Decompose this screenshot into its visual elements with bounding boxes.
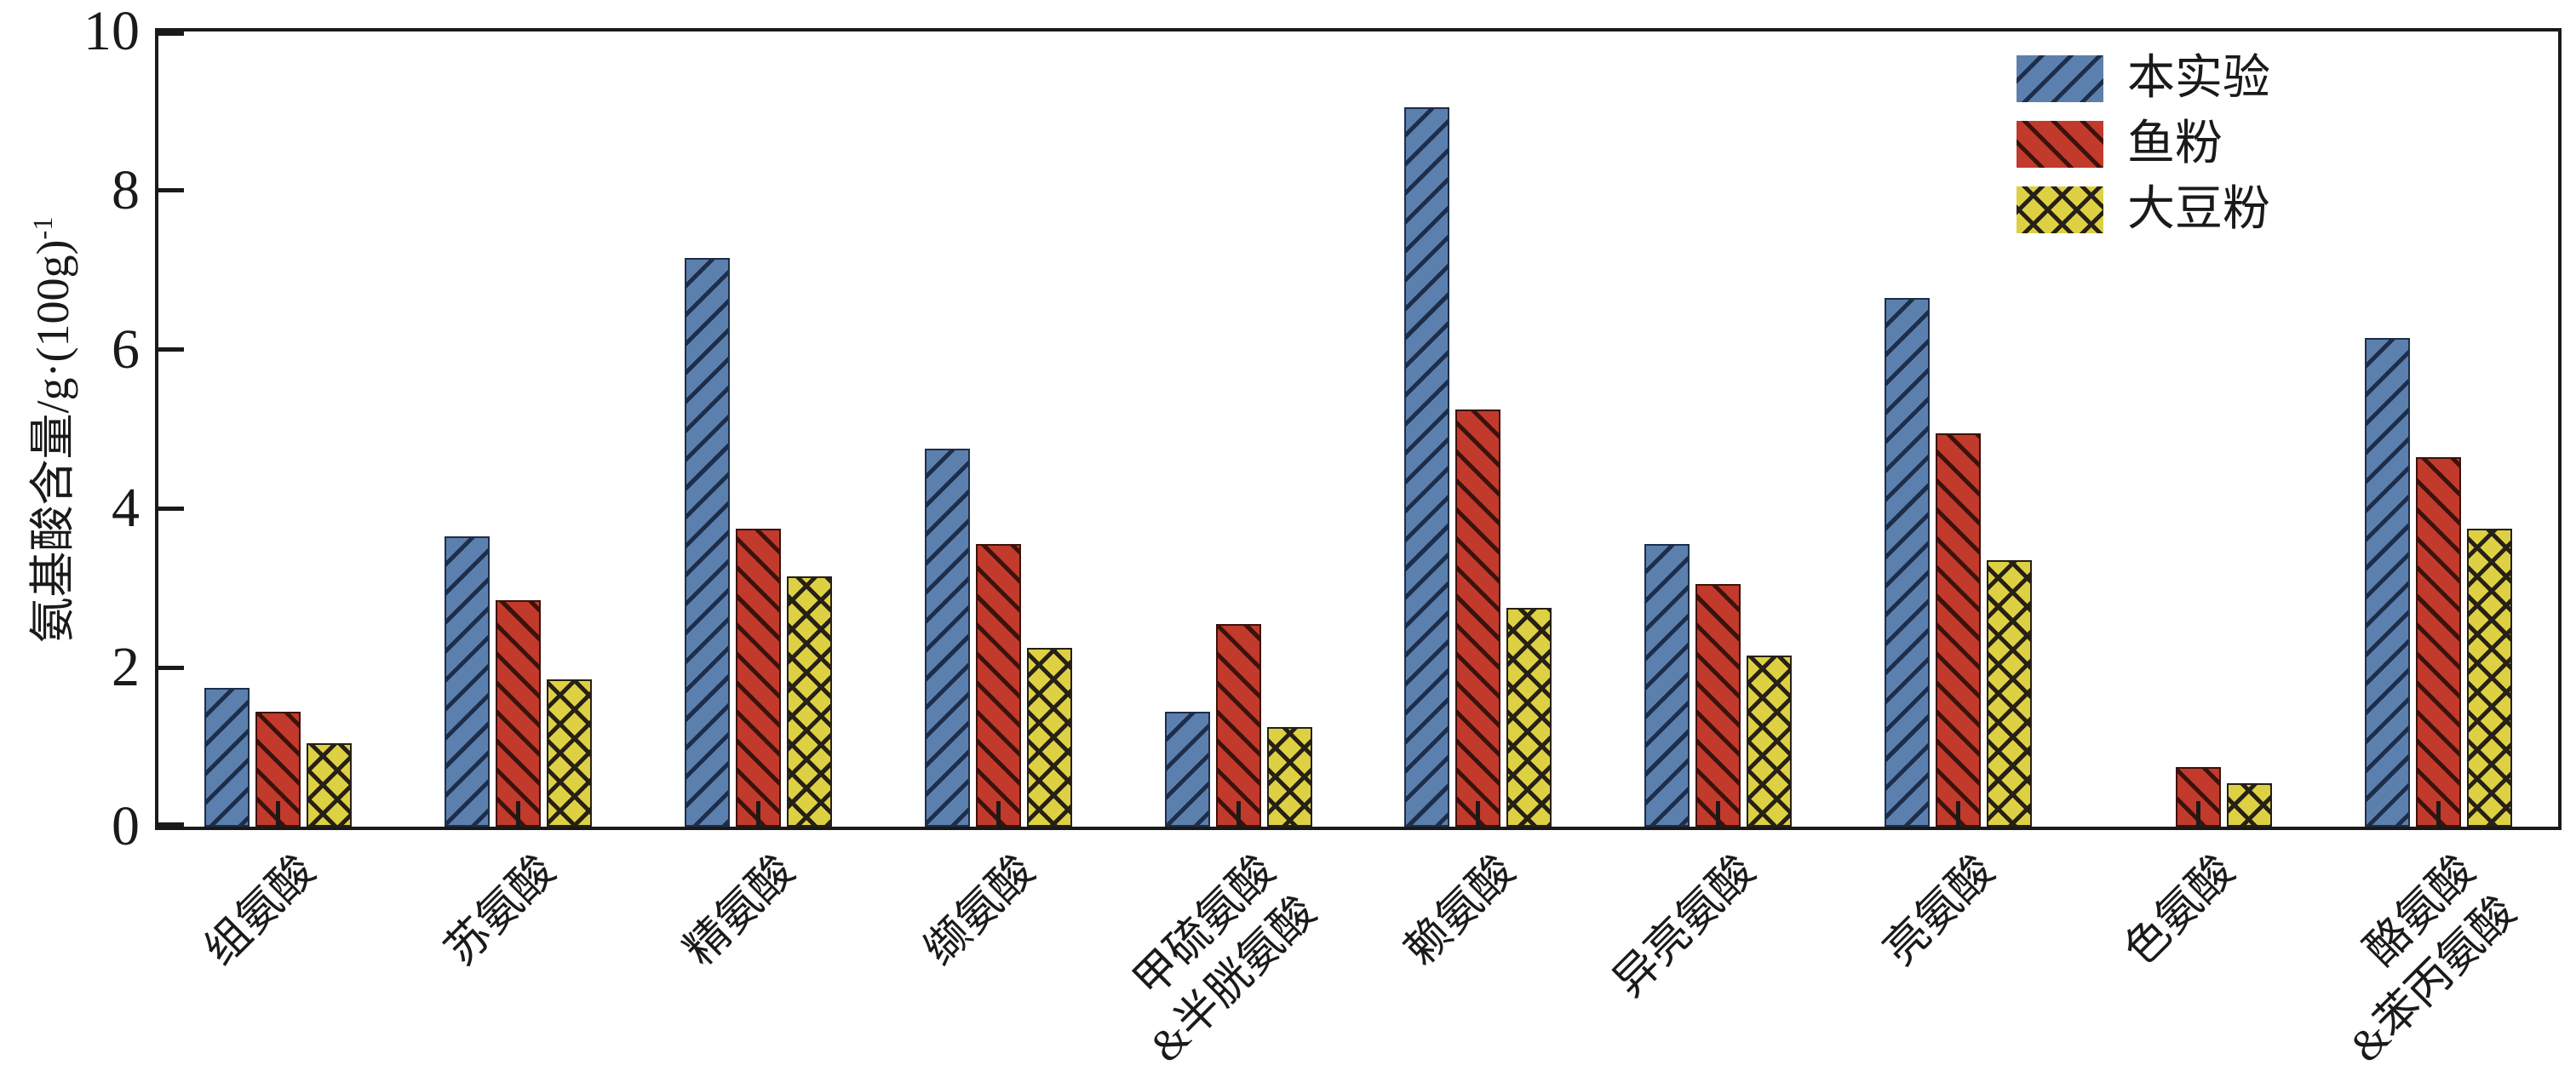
y-tick-label: 4 (112, 477, 140, 540)
legend-label: 鱼粉 (2127, 117, 2223, 170)
bar (736, 528, 781, 827)
bar (1215, 623, 1261, 827)
y-tick-mark (158, 665, 184, 670)
y-tick-label: 0 (112, 795, 140, 857)
x-tick-label: 缬氨酸 (915, 846, 1045, 976)
legend-swatch-/-hatch (2017, 54, 2103, 102)
y-tick-mark (158, 188, 184, 193)
legend-item: 本实验 (2017, 54, 2270, 102)
y-axis-label: 氨基酸含量/g·(100g)-1 (27, 216, 78, 644)
y-tick-label: 2 (112, 636, 140, 699)
x-tick-mark (2435, 801, 2441, 827)
plot-area (155, 28, 2562, 830)
bar (2466, 528, 2512, 827)
legend-swatch-\-hatch (2017, 120, 2103, 168)
x-tick-mark (756, 801, 760, 827)
bar (1644, 544, 1690, 827)
y-tick-mark (158, 32, 184, 36)
x-tick-mark (276, 801, 281, 827)
bar (1266, 727, 1312, 827)
x-tick-mark (995, 801, 1001, 827)
y-tick-label: 8 (112, 158, 140, 221)
x-tick-label: 甲硫氨酸 &半胱氨酸 (1124, 846, 1325, 1071)
bar (1164, 711, 1210, 827)
bar (1695, 584, 1741, 827)
bar (1404, 106, 1450, 827)
x-tick-label: 酪氨酸 &苯丙氨酸 (2340, 846, 2525, 1071)
bar (204, 687, 250, 827)
bar (1936, 432, 1981, 827)
bar (1455, 409, 1501, 827)
y-tick-mark (158, 822, 184, 827)
bar (1987, 560, 2032, 827)
bar (2415, 456, 2461, 827)
legend-swatch-x-hatch (2017, 186, 2103, 233)
y-tick-label: 10 (83, 0, 140, 62)
bar (685, 258, 730, 827)
y-axis-label-text: 氨基酸含量/g·(100g) (27, 239, 78, 644)
bar (547, 679, 593, 827)
x-tick-label: 亮氨酸 (1875, 846, 2005, 976)
x-tick-mark (516, 801, 521, 827)
y-tick-mark (158, 506, 184, 511)
x-tick-label: 异亮氨酸 (1604, 846, 1764, 1006)
bar (787, 576, 832, 827)
x-tick-label: 苏氨酸 (435, 846, 565, 976)
bar (1747, 656, 1793, 827)
bar (2226, 782, 2272, 827)
legend-label: 本实验 (2127, 52, 2270, 105)
x-tick-mark (1716, 801, 1721, 827)
bar (307, 742, 353, 827)
y-tick-label: 6 (112, 318, 140, 381)
bar (445, 536, 491, 827)
x-tick-label: 组氨酸 (196, 846, 324, 976)
x-tick-label: 赖氨酸 (1396, 846, 1524, 976)
legend: 本实验 鱼粉 大豆粉 (2017, 54, 2270, 251)
bar (1026, 647, 1072, 827)
y-axis-label-superscript: -1 (28, 216, 59, 240)
x-tick-mark (1476, 801, 1481, 827)
bar (496, 599, 542, 827)
x-tick-label: 色氨酸 (2115, 846, 2245, 976)
x-tick-mark (2195, 801, 2200, 827)
x-tick-label: 精氨酸 (675, 846, 805, 976)
bar (1506, 608, 1552, 827)
x-tick-mark (1956, 801, 1960, 827)
legend-label: 大豆粉 (2127, 183, 2270, 236)
bar (2364, 337, 2410, 827)
legend-item: 大豆粉 (2017, 186, 2270, 233)
legend-item: 鱼粉 (2017, 120, 2270, 168)
x-tick-mark (1236, 801, 1241, 827)
bar (924, 449, 970, 827)
bar (1885, 297, 1930, 827)
bar (975, 544, 1021, 827)
y-tick-mark (158, 347, 184, 352)
